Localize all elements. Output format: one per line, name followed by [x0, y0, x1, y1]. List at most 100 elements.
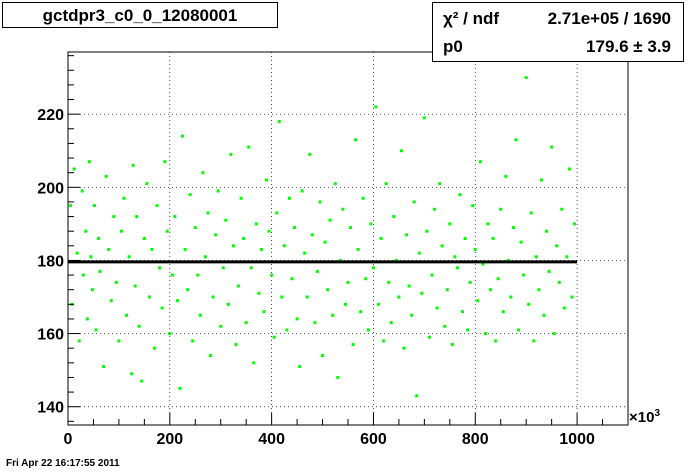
- data-point: [206, 211, 210, 215]
- data-point: [315, 269, 319, 273]
- stats-row-chi2: χ² / ndf 2.71e+05 / 1690: [433, 6, 683, 32]
- data-point: [87, 160, 91, 164]
- data-point: [349, 226, 353, 230]
- data-point: [486, 222, 490, 226]
- data-point: [270, 273, 274, 277]
- data-point: [193, 226, 197, 230]
- data-point: [94, 328, 98, 332]
- data-point: [155, 204, 159, 208]
- x-tick-label: 400: [258, 431, 285, 448]
- data-point: [489, 288, 493, 292]
- data-point: [550, 145, 554, 149]
- data-point: [221, 266, 225, 270]
- x-tick-label: 600: [360, 431, 387, 448]
- data-point: [504, 174, 508, 178]
- data-point: [511, 226, 515, 230]
- x-tick-label: 0: [64, 431, 73, 448]
- data-point: [160, 306, 164, 310]
- data-point: [216, 189, 220, 193]
- data-point: [537, 288, 541, 292]
- data-point: [295, 317, 299, 321]
- data-point: [313, 321, 317, 325]
- data-point: [547, 269, 551, 273]
- data-point: [234, 343, 238, 347]
- data-point: [84, 229, 88, 233]
- data-point: [562, 306, 566, 310]
- data-point: [433, 207, 437, 211]
- data-point: [481, 262, 485, 266]
- data-point: [290, 277, 294, 281]
- x-axis-multiplier-exponent: 3: [654, 408, 661, 419]
- data-point: [173, 215, 177, 219]
- data-point: [293, 226, 297, 230]
- data-point: [282, 244, 286, 248]
- data-point: [410, 313, 414, 317]
- grid-lines: [68, 52, 628, 425]
- data-point: [514, 138, 518, 142]
- data-point: [318, 200, 322, 204]
- data-point: [275, 211, 279, 215]
- data-point: [226, 302, 230, 306]
- data-point: [145, 182, 149, 186]
- data-point: [107, 247, 111, 251]
- data-point: [443, 324, 447, 328]
- data-point: [425, 229, 429, 233]
- data-point: [397, 295, 401, 299]
- data-point: [517, 328, 521, 332]
- data-point: [499, 207, 503, 211]
- data-point: [259, 247, 263, 251]
- data-point: [420, 291, 424, 295]
- data-point: [265, 178, 269, 182]
- data-point: [545, 229, 549, 233]
- data-point: [399, 149, 403, 153]
- data-point: [448, 222, 452, 226]
- data-point: [165, 229, 169, 233]
- data-point: [140, 379, 144, 383]
- data-point: [471, 204, 475, 208]
- data-point: [427, 335, 431, 339]
- data-point: [211, 295, 215, 299]
- data-point: [354, 138, 358, 142]
- data-point: [310, 233, 314, 237]
- timestamp-footer: Fri Apr 22 16:17:55 2011: [6, 458, 120, 469]
- data-point: [501, 310, 505, 314]
- data-point: [214, 233, 218, 237]
- data-point: [112, 215, 116, 219]
- data-point: [321, 354, 325, 358]
- data-point: [359, 310, 363, 314]
- data-point: [336, 375, 340, 379]
- data-point: [305, 295, 309, 299]
- data-point: [272, 335, 276, 339]
- data-point: [85, 317, 89, 321]
- data-point: [366, 328, 370, 332]
- data-point: [125, 313, 129, 317]
- data-point: [534, 255, 538, 259]
- data-point: [75, 251, 79, 255]
- data-point: [267, 229, 271, 233]
- data-point: [496, 277, 500, 281]
- p0-label: p0: [443, 37, 463, 56]
- data-point: [175, 299, 179, 303]
- data-point: [407, 284, 411, 288]
- data-point: [557, 280, 561, 284]
- data-point: [81, 273, 85, 277]
- data-point: [364, 277, 368, 281]
- data-point: [119, 229, 123, 233]
- data-point: [450, 343, 454, 347]
- data-point: [458, 193, 462, 197]
- data-point: [494, 339, 498, 343]
- data-point: [422, 116, 426, 120]
- data-point: [430, 273, 434, 277]
- data-point: [117, 339, 121, 343]
- data-point: [244, 321, 248, 325]
- data-point: [298, 364, 302, 368]
- data-point: [114, 280, 118, 284]
- data-point: [191, 339, 195, 343]
- stats-box: χ² / ndf 2.71e+05 / 1690 p0 179.6 ± 3.9: [432, 2, 684, 62]
- data-point: [351, 343, 355, 347]
- x-tick-label: 800: [462, 431, 489, 448]
- data-point: [122, 196, 126, 200]
- y-tick-label: 220: [37, 107, 64, 124]
- p0-value: 179.6 ± 3.9: [586, 37, 671, 56]
